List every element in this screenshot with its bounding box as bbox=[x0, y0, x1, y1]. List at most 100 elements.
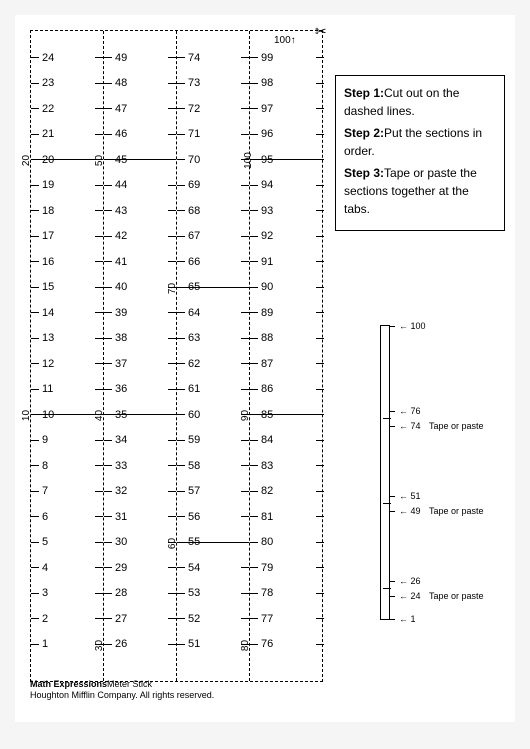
tick-number: 94 bbox=[261, 179, 273, 191]
tick-row: 8 bbox=[31, 465, 103, 466]
tick-mark bbox=[95, 185, 103, 186]
tick-mark bbox=[316, 83, 324, 84]
side-label: 60 bbox=[167, 537, 178, 548]
tick-mark bbox=[168, 593, 176, 594]
tick-mark bbox=[316, 491, 324, 492]
tick-mark bbox=[316, 440, 324, 441]
tick-number: 32 bbox=[115, 485, 127, 497]
tick-mark bbox=[95, 465, 103, 466]
tick-mark bbox=[31, 567, 39, 568]
tick-number: 97 bbox=[261, 103, 273, 115]
tick-number: 90 bbox=[261, 281, 273, 293]
tick-mark bbox=[177, 465, 185, 466]
mini-arrow-label: ← 1 bbox=[399, 614, 416, 624]
tick-row: 90 bbox=[250, 287, 324, 288]
tick-number: 44 bbox=[115, 179, 127, 191]
mini-tick bbox=[389, 496, 395, 497]
tick-row: 9 bbox=[31, 440, 103, 441]
tick-mark bbox=[250, 210, 258, 211]
tick-mark bbox=[250, 389, 258, 390]
tick-mark bbox=[31, 57, 39, 58]
tick-number: 2 bbox=[42, 613, 48, 625]
tick-row: 93 bbox=[250, 210, 324, 211]
tick-number: 40 bbox=[115, 281, 127, 293]
tick-row: 15 bbox=[31, 287, 103, 288]
tick-row: 92 bbox=[250, 236, 324, 237]
tick-row: 19 bbox=[31, 185, 103, 186]
tick-number: 59 bbox=[188, 434, 200, 446]
tick-mark bbox=[241, 261, 249, 262]
tick-mark bbox=[177, 57, 185, 58]
tick-number: 27 bbox=[115, 613, 127, 625]
tick-number: 87 bbox=[261, 358, 273, 370]
major-divider bbox=[104, 414, 176, 415]
major-divider bbox=[177, 542, 249, 543]
tick-mark bbox=[241, 185, 249, 186]
tick-number: 33 bbox=[115, 460, 127, 472]
tick-mark bbox=[177, 108, 185, 109]
tick-mark bbox=[250, 185, 258, 186]
tick-mark bbox=[177, 236, 185, 237]
tick-mark bbox=[104, 542, 112, 543]
tick-mark bbox=[177, 363, 185, 364]
tick-number: 61 bbox=[188, 383, 200, 395]
tick-number: 41 bbox=[115, 256, 127, 268]
tick-number: 93 bbox=[261, 205, 273, 217]
tick-mark bbox=[168, 644, 176, 645]
tick-number: 14 bbox=[42, 307, 54, 319]
tick-mark bbox=[316, 57, 324, 58]
tick-mark bbox=[250, 567, 258, 568]
mini-tick bbox=[389, 511, 395, 512]
tick-mark bbox=[104, 338, 112, 339]
tick-number: 77 bbox=[261, 613, 273, 625]
tick-number: 98 bbox=[261, 77, 273, 89]
ruler-column-2: 4948474645444342414039383736353433323130… bbox=[104, 31, 177, 681]
step-2: Step 2:Put the sections in order. bbox=[344, 124, 496, 160]
tick-number: 26 bbox=[115, 638, 127, 650]
title-bold: Math Expressions bbox=[30, 679, 107, 689]
tick-row: 64 bbox=[177, 312, 249, 313]
tick-row: 52 bbox=[177, 618, 249, 619]
tick-row: 3 bbox=[31, 593, 103, 594]
tick-mark bbox=[168, 440, 176, 441]
tick-row: 96 bbox=[250, 134, 324, 135]
tick-number: 48 bbox=[115, 77, 127, 89]
tick-mark bbox=[95, 83, 103, 84]
side-label: 10 bbox=[21, 410, 32, 421]
tick-mark bbox=[95, 338, 103, 339]
tick-row: 74 bbox=[177, 57, 249, 58]
tick-mark bbox=[241, 389, 249, 390]
mini-divider bbox=[383, 503, 391, 504]
side-label: 100 bbox=[243, 152, 254, 169]
tick-row: 59 bbox=[177, 440, 249, 441]
tick-mark bbox=[250, 236, 258, 237]
tick-mark bbox=[95, 287, 103, 288]
mini-arrow-label: ← 24 bbox=[399, 591, 421, 601]
tick-row: 54 bbox=[177, 567, 249, 568]
tick-number: 80 bbox=[261, 536, 273, 548]
tick-row: 58 bbox=[177, 465, 249, 466]
mini-arrow-label: ← 74 bbox=[399, 421, 421, 431]
step-label: Step 2: bbox=[344, 126, 384, 140]
tick-mark bbox=[241, 83, 249, 84]
tick-row: 29 bbox=[104, 567, 176, 568]
tick-row: 91 bbox=[250, 261, 324, 262]
tick-row: 2 bbox=[31, 618, 103, 619]
tick-mark bbox=[95, 440, 103, 441]
tick-mark bbox=[316, 593, 324, 594]
tick-row: 7 bbox=[31, 491, 103, 492]
tick-number: 47 bbox=[115, 103, 127, 115]
tick-row: 99 bbox=[250, 57, 324, 58]
tick-number: 28 bbox=[115, 587, 127, 599]
tick-mark bbox=[241, 465, 249, 466]
step-1: Step 1:Cut out on the dashed lines. bbox=[344, 84, 496, 120]
tick-mark bbox=[241, 236, 249, 237]
tick-mark bbox=[177, 389, 185, 390]
tick-mark bbox=[241, 134, 249, 135]
tick-row: 46 bbox=[104, 134, 176, 135]
tick-number: 67 bbox=[188, 230, 200, 242]
tick-mark bbox=[250, 593, 258, 594]
tick-number: 66 bbox=[188, 256, 200, 268]
tick-mark bbox=[316, 134, 324, 135]
instructions-box: Step 1:Cut out on the dashed lines. Step… bbox=[335, 75, 505, 231]
